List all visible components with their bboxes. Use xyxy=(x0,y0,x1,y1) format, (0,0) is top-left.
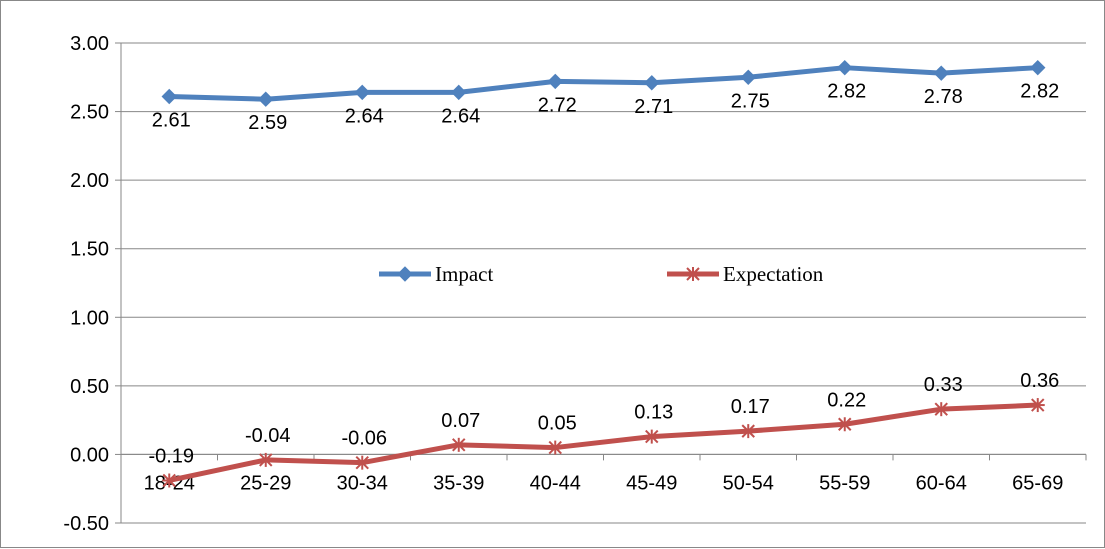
legend-item-expectation: Expectation xyxy=(667,262,824,286)
x-tick-label: 65-69 xyxy=(1012,472,1063,494)
data-label-impact: 2.82 xyxy=(1020,81,1059,103)
y-tick-label: 0.50 xyxy=(70,376,109,398)
data-point-impact xyxy=(644,75,660,91)
data-point-expectation xyxy=(741,424,756,439)
data-label-expectation: 0.36 xyxy=(1020,370,1059,392)
x-tick-label: 55-59 xyxy=(819,472,870,494)
y-tick-label: 1.50 xyxy=(70,239,109,261)
x-tick-label: 35-39 xyxy=(433,472,484,494)
y-tick-label: 0.00 xyxy=(70,444,109,466)
legend-label: Expectation xyxy=(723,262,824,286)
y-tick-label: 1.00 xyxy=(70,307,109,329)
legend-marker-icon xyxy=(686,267,700,281)
data-point-expectation xyxy=(355,455,370,470)
y-tick-labels: 3.00 2.50 2.00 1.50 1.00 0.50 0.00 -0.50 xyxy=(63,33,109,535)
data-label-impact: 2.75 xyxy=(731,90,770,112)
series-line-impact xyxy=(166,65,1041,102)
data-label-impact: 2.64 xyxy=(345,105,384,127)
legend-item-impact: Impact xyxy=(379,262,493,286)
x-tick-labels: 18-24 25-29 30-34 35-39 40-44 45-49 50-54 55-59… xyxy=(144,472,1064,494)
y-tick-label: 2.50 xyxy=(70,102,109,124)
x-tick-label: 50-54 xyxy=(723,472,774,494)
data-label-expectation: 0.05 xyxy=(538,413,577,435)
legend-label: Impact xyxy=(435,262,493,286)
data-point-impact xyxy=(837,59,853,76)
data-point-impact xyxy=(451,84,467,101)
data-point-impact xyxy=(354,84,370,101)
data-point-impact xyxy=(547,73,563,90)
data-point-impact xyxy=(258,91,274,107)
y-tick-label: 3.00 xyxy=(70,33,109,55)
data-point-expectation xyxy=(934,402,949,417)
data-point-expectation xyxy=(644,429,659,444)
y-tick-label: 2.00 xyxy=(70,170,109,192)
x-tick-label: 45-49 xyxy=(626,472,677,494)
legend: Impact Expectation xyxy=(379,262,824,286)
series-line-expectation xyxy=(166,402,1041,483)
x-tick-label: 40-44 xyxy=(530,472,581,494)
data-point-expectation xyxy=(451,437,466,452)
data-point-expectation xyxy=(258,452,273,467)
data-label-expectation: -0.19 xyxy=(148,445,194,467)
data-point-expectation xyxy=(162,473,177,488)
data-label-expectation: 0.22 xyxy=(827,389,866,411)
data-label-expectation: -0.06 xyxy=(341,428,387,450)
data-label-impact: 2.82 xyxy=(827,81,866,103)
data-label-expectation: 0.07 xyxy=(441,410,480,432)
data-label-impact: 2.78 xyxy=(924,86,963,108)
data-label-expectation: -0.04 xyxy=(245,425,291,447)
data-label-expectation: 0.33 xyxy=(924,374,963,396)
data-point-impact xyxy=(740,69,756,85)
data-labels: 2.61 2.59 2.64 2.64 2.72 2.71 2.75 2.82 2.78 2.82… xyxy=(148,81,1059,468)
series-lines xyxy=(166,65,1041,483)
data-label-impact: 2.72 xyxy=(538,94,577,116)
data-label-impact: 2.61 xyxy=(152,109,191,131)
data-point-impact xyxy=(933,65,949,81)
series-markers xyxy=(161,59,1046,488)
x-tick-label: 25-29 xyxy=(240,472,291,494)
data-point-impact xyxy=(161,88,177,105)
y-tick-label: -0.50 xyxy=(63,513,109,535)
x-tick-label: 30-34 xyxy=(337,472,388,494)
data-point-expectation xyxy=(1030,398,1045,413)
legend-marker-icon xyxy=(397,266,413,282)
data-label-impact: 2.71 xyxy=(634,96,673,118)
data-point-expectation xyxy=(548,440,563,455)
data-label-impact: 2.59 xyxy=(248,112,287,134)
data-label-expectation: 0.17 xyxy=(731,396,770,418)
data-point-expectation xyxy=(837,417,852,432)
data-label-impact: 2.64 xyxy=(441,105,480,127)
data-point-impact xyxy=(1030,59,1046,76)
x-tick-label: 60-64 xyxy=(916,472,967,494)
axes xyxy=(115,42,1087,524)
data-label-expectation: 0.13 xyxy=(634,402,673,424)
